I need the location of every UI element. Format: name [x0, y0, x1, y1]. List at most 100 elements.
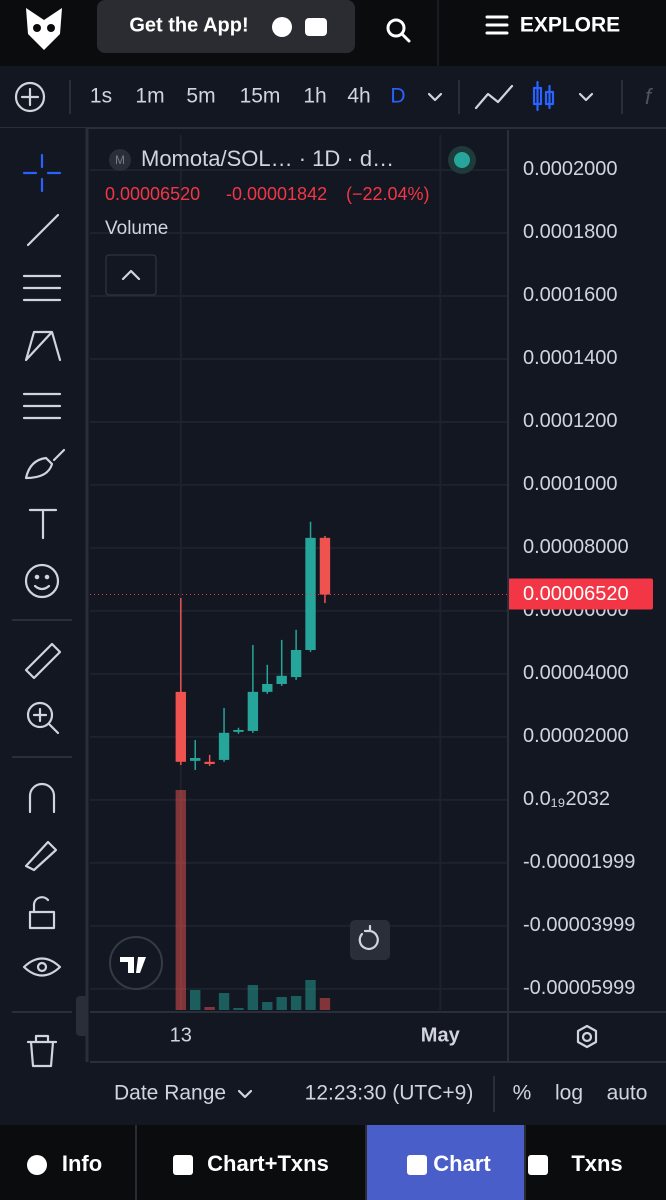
candle-icon[interactable] [532, 80, 555, 112]
interval-button[interactable]: 4h [347, 85, 370, 108]
y-tick-label: 0.00002000 [523, 725, 629, 747]
footer-bar [90, 1062, 666, 1125]
chevron[interactable] [427, 92, 443, 102]
interval-button[interactable]: 5m [186, 85, 215, 108]
nav-icon [407, 1155, 427, 1175]
y-tick-label: 0.0001800 [523, 221, 618, 243]
add-icon[interactable] [14, 81, 46, 113]
nav-active-bg [366, 1125, 524, 1200]
candle-body [233, 729, 244, 732]
legend-price: 0.00006520 [105, 184, 200, 204]
legend-change: -0.00001842 [226, 184, 327, 204]
volume-bar [319, 998, 331, 1010]
line-chart-icon[interactable] [474, 84, 514, 110]
y-tick-label: 0.00008000 [523, 536, 629, 558]
nav-item[interactable]: Info [62, 1151, 102, 1176]
y-tick-label: 0.0001400 [523, 347, 618, 369]
get-app-button[interactable] [97, 0, 355, 53]
nav-item[interactable]: Chart+Txns [207, 1151, 329, 1176]
interval-button[interactable]: D [390, 85, 405, 108]
candle-body [305, 537, 316, 650]
search-icon[interactable] [386, 18, 411, 43]
chevron [237, 1089, 253, 1099]
tv-logo[interactable] [109, 936, 163, 990]
drawing-tools[interactable] [22, 153, 66, 1068]
reset-icon [358, 924, 379, 950]
candle-body [218, 732, 230, 760]
settings-icon-center [581, 1031, 593, 1043]
volume-bar [218, 993, 230, 1010]
logo[interactable] [26, 8, 62, 50]
chevron-up [121, 269, 141, 281]
y-tick-label: 0.0001600 [523, 284, 618, 306]
bottom-nav [0, 1125, 666, 1200]
interval-button[interactable]: 1h [303, 85, 326, 108]
reset-button[interactable] [350, 920, 390, 960]
volume-bar [204, 1007, 215, 1010]
candle-body [319, 537, 331, 595]
y-tick-label: 0.0001000 [523, 473, 618, 495]
get-app-label: Get the App! [129, 14, 248, 36]
nav-group: Info Chart+Txns Chart Txns [27, 1125, 623, 1200]
last-price-tag [508, 578, 653, 610]
volume-bar [175, 790, 186, 1010]
explore-label[interactable]: EXPLORE [520, 14, 620, 37]
nav-item[interactable]: Chart [433, 1151, 491, 1176]
y-tick-label: 0.0₁₉2032 [523, 788, 610, 810]
volume-bar [276, 997, 287, 1010]
toolbar [0, 66, 666, 128]
volume-bar [290, 996, 302, 1010]
chart-title: Momota/SOL… · 1D · d… [141, 146, 394, 171]
y-tick-label: -0.00003999 [523, 914, 635, 936]
clock: 12:23:30 (UTC+9) [305, 1082, 474, 1105]
chart: 0.0002000 0.0001800 0.0001600 0.0001400 0.00… [90, 135, 653, 1046]
interval-button[interactable]: 1s [90, 85, 112, 108]
candle-body [262, 684, 273, 692]
status-dot [454, 152, 470, 168]
y-tick-label: 0.00004000 [523, 662, 629, 684]
y-tick-label: -0.00001999 [523, 851, 635, 873]
settings-icon[interactable] [576, 1024, 598, 1049]
nav-icon [528, 1155, 548, 1175]
candle-body [276, 675, 287, 685]
interval-group: 1s 1m 5m 15m 1h 4h D [90, 85, 406, 108]
date-range[interactable]: Date Range [114, 1082, 226, 1105]
volume-bar [233, 1008, 244, 1010]
symbol-icon [109, 149, 131, 171]
percent-toggle[interactable]: % [513, 1082, 532, 1105]
candle-body [190, 758, 201, 761]
nav-item[interactable]: Txns [571, 1151, 622, 1176]
store-icons [272, 17, 327, 37]
last-price-label: 0.00006520 [523, 583, 629, 605]
volume-bar [305, 980, 316, 1010]
menu-icon[interactable] [485, 15, 509, 35]
log-toggle[interactable]: log [555, 1082, 583, 1105]
y-tick-label: 0.0002000 [523, 158, 618, 180]
volume-bar [190, 990, 201, 1010]
fx-icon[interactable]: f [645, 84, 654, 109]
collapse-button[interactable] [105, 254, 157, 296]
candle-body [175, 691, 186, 762]
y-tick-label: 0.0001200 [523, 410, 618, 432]
nav-icon [27, 1155, 47, 1175]
x-tick-label: May [421, 1024, 461, 1046]
candle-body [204, 761, 215, 765]
collapse-handle[interactable] [76, 996, 88, 1036]
candle-body [247, 691, 259, 731]
chevron[interactable] [578, 92, 594, 102]
symbol-letter: M [115, 153, 125, 167]
nav-icon [173, 1155, 193, 1175]
volume-label: Volume [105, 218, 168, 239]
y-tick-label: -0.00005999 [523, 977, 635, 999]
volume-bar [262, 1002, 273, 1010]
x-tick-label: 13 [170, 1024, 192, 1046]
auto-toggle[interactable]: auto [607, 1082, 648, 1105]
legend-change-pct: (−22.04%) [346, 184, 430, 204]
volume-bar [247, 985, 259, 1010]
interval-button[interactable]: 1m [135, 85, 164, 108]
candle-body [290, 649, 302, 678]
interval-button[interactable]: 15m [240, 85, 281, 108]
